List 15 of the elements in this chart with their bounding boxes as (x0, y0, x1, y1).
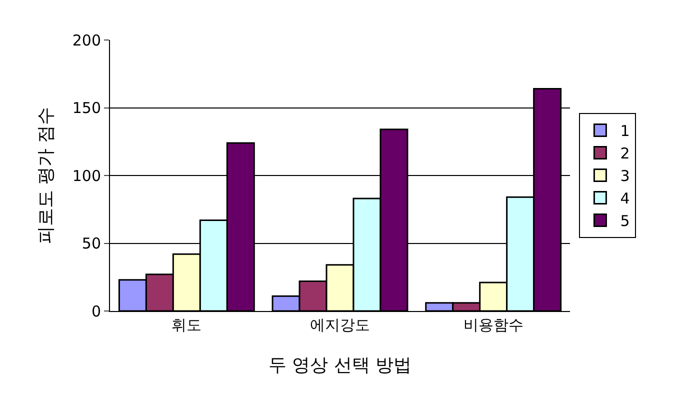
y-tick-label: 0 (91, 302, 101, 320)
legend-label: 5 (620, 212, 630, 230)
x-tick-label: 에지강도 (310, 316, 370, 334)
x-tick-label: 휘도 (172, 316, 202, 334)
x-tick-label: 비용함수 (463, 316, 524, 334)
legend-label: 3 (620, 167, 630, 186)
y-axis-title: 피로도 평가 점수 (36, 106, 57, 244)
legend-label: 4 (620, 190, 630, 208)
legend-label: 2 (620, 144, 630, 163)
legend-label: 1 (620, 122, 630, 140)
y-tick-label: 200 (72, 31, 101, 50)
y-tick-label: 100 (72, 166, 101, 185)
y-tick-label: 150 (72, 99, 101, 117)
x-axis-title: 두 영상 선택 방법 (268, 355, 412, 376)
y-tick-label: 50 (82, 234, 101, 252)
